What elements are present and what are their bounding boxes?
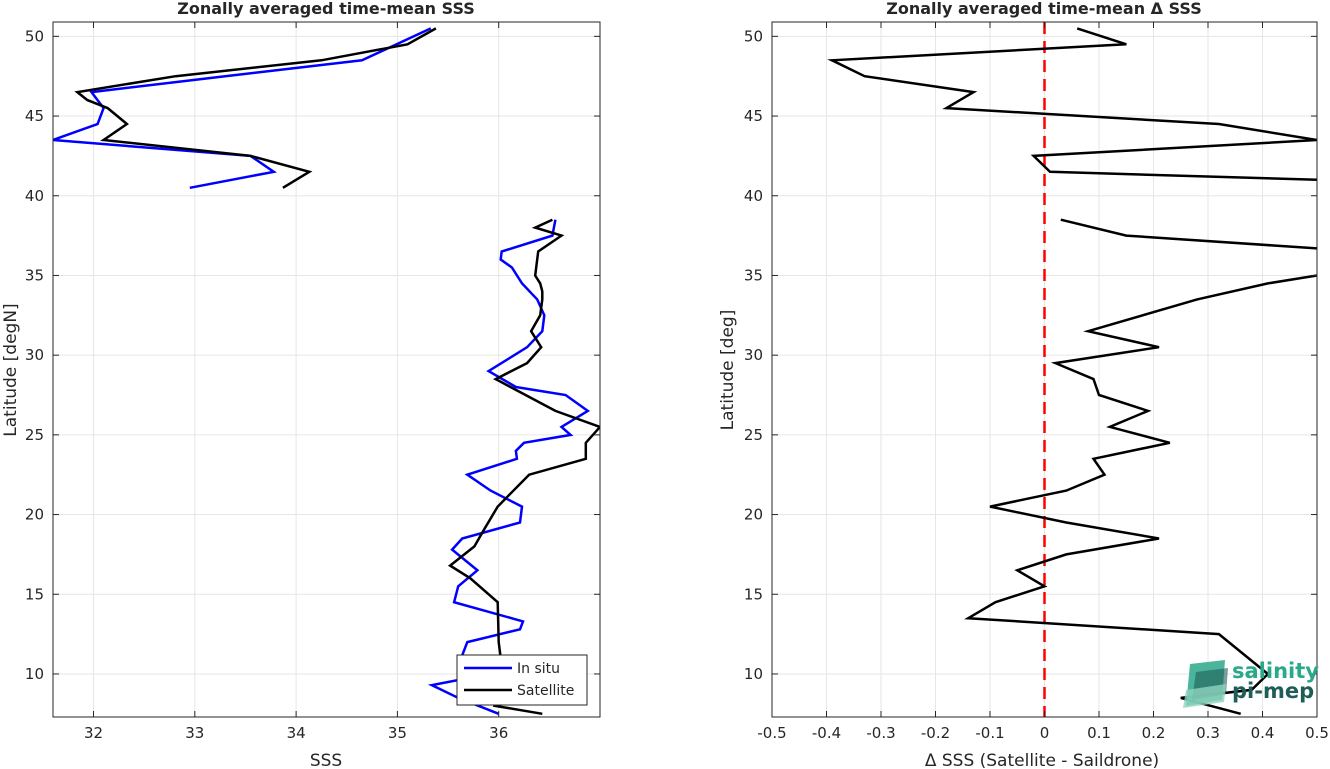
right-x-tick-label: 0.4 — [1251, 724, 1275, 742]
legend-label-in-situ: In situ — [517, 661, 560, 677]
delta-sss-series-line — [1060, 218, 1317, 250]
right-y-axis-label: Latitude [deg] — [718, 310, 738, 431]
left-x-tick-label: 35 — [388, 724, 407, 742]
salinity-pi-mep-logo: salinity pi-mep — [1183, 659, 1319, 708]
right-chart-title: Zonally averaged time-mean Δ SSS — [886, 0, 1202, 18]
right-x-tick-label: 0 — [1040, 724, 1050, 742]
left-y-tick-label: 30 — [25, 346, 44, 364]
right-ticks: -0.5 -0.4 -0.3 -0.2 -0.1 0 0.1 0.2 0.3 0.4 0.5 10 15… — [744, 22, 1329, 742]
left-y-tick-label: 10 — [25, 665, 44, 683]
delta-sss-series-line — [827, 27, 1317, 182]
left-chart: 32 33 34 35 36 10 15 20 25 30 35 40 45 50 Zonally ave… — [1, 0, 601, 769]
left-x-tick-label: 32 — [84, 724, 103, 742]
right-x-tick-label: 0.5 — [1305, 724, 1329, 742]
right-y-tick-label: 15 — [744, 585, 763, 603]
right-x-tick-label: -0.4 — [812, 724, 841, 742]
left-x-tick-label: 33 — [185, 724, 204, 742]
right-x-tick-label: -0.2 — [921, 724, 950, 742]
left-y-tick-label: 45 — [25, 107, 44, 125]
logo-ribbon-icon — [1183, 660, 1228, 708]
in-situ-series-line — [53, 27, 432, 190]
left-y-axis-label: Latitude [degN] — [1, 303, 21, 436]
left-axes-box — [52, 21, 601, 718]
left-series — [53, 27, 600, 716]
satellite-series-line — [74, 27, 437, 189]
left-y-tick-label: 15 — [25, 585, 44, 603]
logo-text-pi-mep: pi-mep — [1232, 679, 1314, 703]
right-x-tick-label: -0.3 — [866, 724, 895, 742]
in-situ-series-line — [427, 219, 591, 715]
delta-sss-series-line — [964, 274, 1317, 716]
left-chart-title: Zonally averaged time-mean SSS — [177, 0, 475, 18]
right-y-tick-label: 20 — [744, 506, 763, 524]
left-grid — [53, 22, 600, 717]
left-y-tick-label: 25 — [25, 426, 44, 444]
left-x-tick-label: 34 — [287, 724, 306, 742]
right-x-tick-label: 0.1 — [1087, 724, 1111, 742]
left-y-tick-label: 20 — [25, 506, 44, 524]
right-y-tick-label: 50 — [744, 27, 763, 45]
right-y-tick-label: 10 — [744, 665, 763, 683]
right-x-tick-label: -0.1 — [975, 724, 1004, 742]
left-plot-area — [53, 22, 600, 717]
logo-text-salinity: salinity — [1232, 659, 1319, 683]
right-x-axis-label: Δ SSS (Satellite - Saildrone) — [925, 751, 1159, 769]
right-x-tick-label: -0.5 — [757, 724, 786, 742]
legend-box — [456, 654, 588, 706]
left-ticks: 32 33 34 35 36 10 15 20 25 30 35 40 45 50 — [25, 22, 600, 742]
satellite-series-line — [447, 218, 600, 716]
left-y-tick-label: 50 — [25, 27, 44, 45]
legend-label-satellite: Satellite — [517, 683, 574, 699]
left-x-axis-label: SSS — [310, 751, 342, 769]
right-y-tick-label: 25 — [744, 426, 763, 444]
right-x-tick-label: 0.3 — [1196, 724, 1220, 742]
left-x-tick-label: 36 — [489, 724, 508, 742]
right-y-tick-label: 45 — [744, 107, 763, 125]
right-y-tick-label: 40 — [744, 187, 763, 205]
right-series — [827, 27, 1317, 716]
right-y-tick-label: 30 — [744, 346, 763, 364]
left-y-tick-label: 40 — [25, 187, 44, 205]
right-x-tick-label: 0.2 — [1142, 724, 1166, 742]
legend: In situ Satellite — [456, 654, 588, 706]
right-grid — [771, 22, 1318, 717]
left-y-tick-label: 35 — [25, 266, 44, 284]
right-chart: -0.5 -0.4 -0.3 -0.2 -0.1 0 0.1 0.2 0.3 0.4 0.5 10 15… — [718, 0, 1329, 769]
right-y-tick-label: 35 — [744, 266, 763, 284]
